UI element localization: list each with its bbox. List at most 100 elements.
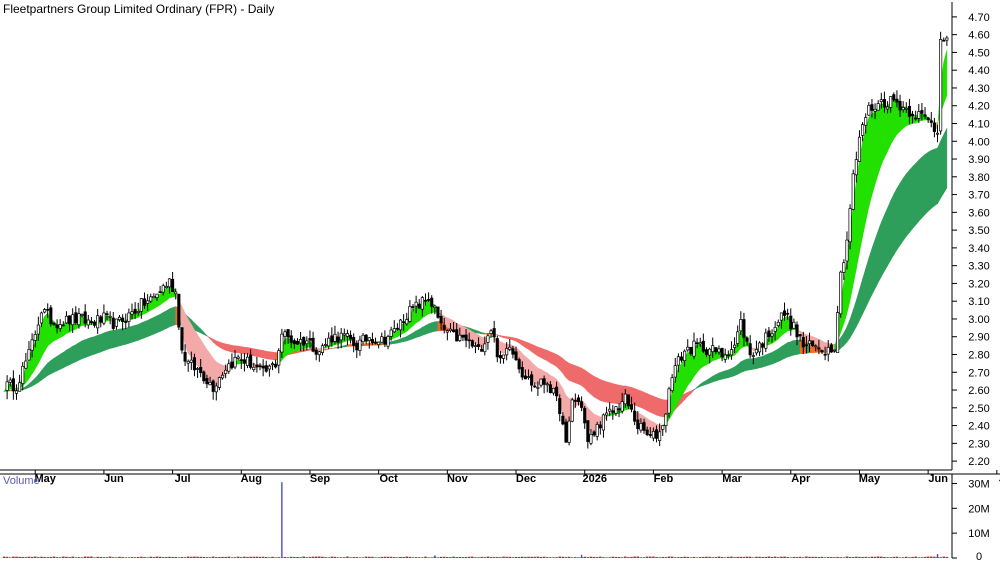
long-term-ribbon-segment xyxy=(72,344,77,364)
long-term-ribbon-segment xyxy=(743,358,748,372)
candle-body xyxy=(598,424,602,429)
candle-body xyxy=(673,365,677,378)
candle xyxy=(848,204,852,250)
candle xyxy=(654,425,659,443)
candle-body xyxy=(217,377,221,388)
candle xyxy=(68,315,72,332)
candle xyxy=(27,341,31,361)
long-term-ribbon-segment xyxy=(265,350,270,360)
long-term-ribbon-segment xyxy=(400,337,404,343)
candle-body xyxy=(564,421,568,443)
candle-body xyxy=(64,315,68,324)
candle-body xyxy=(286,329,290,338)
candle-body xyxy=(423,299,428,302)
date-tick-label: Oct xyxy=(379,473,398,485)
price-tick-label: 3.40 xyxy=(968,243,989,255)
candle xyxy=(533,382,537,388)
candle-body xyxy=(530,374,534,386)
date-tick-label: Aug xyxy=(241,473,262,485)
candle xyxy=(92,319,97,328)
volume-tick-label: 30M xyxy=(968,478,989,490)
candle xyxy=(795,321,799,346)
candle-body xyxy=(192,357,196,371)
candle xyxy=(580,396,584,412)
candle xyxy=(117,315,122,322)
long-term-ribbon-segment xyxy=(169,307,173,328)
long-term-ribbon-segment xyxy=(731,366,735,378)
candle xyxy=(898,94,902,117)
candle-body xyxy=(483,343,487,353)
candle xyxy=(555,381,559,402)
long-term-ribbon-segment xyxy=(612,383,617,404)
candle xyxy=(717,345,721,355)
long-term-ribbon-segment xyxy=(194,322,198,332)
long-term-ribbon-segment xyxy=(116,328,120,348)
volume-tick-label: 0 xyxy=(976,551,982,562)
long-term-ribbon-segment xyxy=(81,339,86,360)
price-tick-label: 3.90 xyxy=(968,154,989,166)
long-term-ribbon-segment xyxy=(200,328,205,335)
candle xyxy=(782,302,787,321)
candle xyxy=(751,352,755,365)
candle xyxy=(99,315,103,328)
candle xyxy=(164,281,168,289)
candle xyxy=(586,420,590,449)
candle-body xyxy=(914,117,918,120)
candle xyxy=(439,310,443,331)
long-term-ribbon-segment xyxy=(790,340,795,357)
candle xyxy=(820,349,824,354)
candle xyxy=(839,270,843,318)
candle-body xyxy=(92,321,97,326)
candle-body xyxy=(804,344,808,347)
long-term-ribbon-segment xyxy=(927,149,932,212)
candle-body xyxy=(205,378,209,385)
candle xyxy=(80,313,84,318)
candle xyxy=(851,169,855,211)
candle xyxy=(511,345,515,359)
short-term-ribbon-segment xyxy=(943,50,948,104)
candle xyxy=(495,335,499,363)
candle-body xyxy=(910,113,915,117)
candle-body xyxy=(882,99,886,108)
candle-body xyxy=(589,433,593,444)
candle xyxy=(617,403,621,418)
candle xyxy=(220,372,225,380)
candle xyxy=(33,330,37,348)
candle-body xyxy=(580,401,584,408)
long-term-ribbon-segment xyxy=(534,345,539,357)
candle-body xyxy=(864,117,868,126)
long-term-ribbon-segment xyxy=(756,356,760,370)
candle xyxy=(567,416,571,446)
candle-body xyxy=(345,333,349,337)
candle xyxy=(739,311,743,336)
candle xyxy=(608,402,612,417)
candle-body xyxy=(448,328,453,332)
long-term-ribbon-segment xyxy=(921,153,926,219)
candle-body xyxy=(642,421,646,431)
candle-body xyxy=(626,394,630,407)
long-term-ribbon-segment xyxy=(781,344,785,361)
candle xyxy=(920,102,924,121)
candle xyxy=(801,331,805,355)
candle xyxy=(114,318,118,330)
candle-body xyxy=(383,336,387,345)
long-term-ribbon-segment xyxy=(765,353,770,367)
long-term-ribbon-segment xyxy=(31,377,36,387)
candle-body xyxy=(526,376,531,378)
candle xyxy=(686,339,690,352)
candle xyxy=(629,396,634,413)
long-term-ribbon-segment xyxy=(943,128,948,194)
long-term-ribbon-segment xyxy=(503,335,507,339)
candle-body xyxy=(895,98,899,103)
candle xyxy=(389,326,393,341)
candle-body xyxy=(149,296,153,302)
candle xyxy=(245,353,250,369)
candle xyxy=(639,418,643,433)
long-term-ribbon-segment xyxy=(475,329,479,334)
long-term-ribbon-segment xyxy=(134,324,139,342)
candle xyxy=(811,340,815,347)
candle xyxy=(314,347,318,361)
long-term-ribbon-segment xyxy=(712,374,717,383)
candle-body xyxy=(477,344,481,347)
candle-body xyxy=(11,378,15,392)
